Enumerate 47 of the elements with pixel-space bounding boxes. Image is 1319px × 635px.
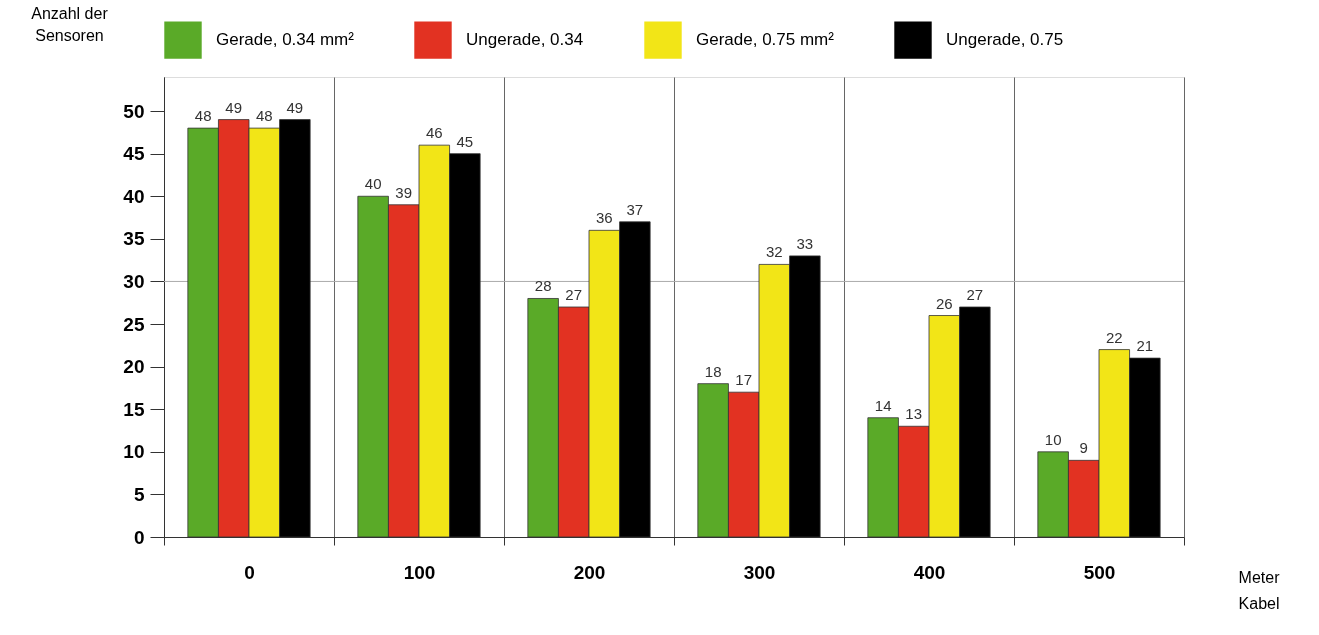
y-tick-label: 35 [123,228,145,250]
data-label: 49 [286,98,304,116]
data-label: 46 [425,124,443,142]
data-label: 17 [735,371,753,389]
data-label: 13 [905,405,923,423]
data-label: 32 [765,243,783,261]
y-tick-label: 5 [133,483,145,505]
x-tick-label: 500 [1083,561,1116,583]
data-label: 49 [225,98,243,116]
y-tick-label: 30 [123,270,145,292]
data-label: 40 [364,175,382,193]
legend-label: Ungerade, 0.34 [466,30,584,50]
data-label: 18 [704,362,722,380]
y-tick-label: 50 [123,100,145,122]
data-label: 48 [255,107,273,125]
data-label: 14 [874,396,892,414]
data-label: 9 [1079,439,1088,457]
data-label: 10 [1044,430,1062,448]
data-label: 28 [534,277,552,295]
data-label: 37 [626,200,644,218]
data-label: 21 [1136,337,1154,355]
data-label: 27 [966,286,984,303]
data-label: 45 [456,132,474,150]
data-label: 27 [565,286,583,303]
y-tick-label: 25 [123,313,145,335]
legend-label: Ungerade, 0.75 [946,30,1064,50]
x-tick-label: 200 [573,561,606,583]
y-tick-label: 0 [133,526,145,548]
x-axis-title: Meter Kabel [1238,568,1281,612]
y-tick-label: 40 [123,185,145,207]
x-tick-label: 400 [913,561,946,583]
y-axis-title: Anzahl der Sensoren [31,4,109,44]
data-label: 39 [395,183,413,201]
x-tick-label: 0 [244,561,255,583]
y-tick-label: 10 [123,441,145,463]
data-label: 33 [796,234,814,252]
x-tick-label: 100 [403,561,436,583]
data-label: 26 [935,294,953,312]
data-label: 48 [194,107,212,125]
y-tick-label: 15 [123,398,145,420]
y-tick-label: 20 [123,356,145,378]
y-tick-label: 45 [123,143,145,165]
data-label: 22 [1105,328,1123,346]
legend-label: Gerade, 0.75 mm² [696,30,835,50]
data-label: 36 [595,209,613,227]
legend-label: Gerade, 0.34 mm² [216,30,355,50]
x-tick-label: 300 [743,561,776,583]
